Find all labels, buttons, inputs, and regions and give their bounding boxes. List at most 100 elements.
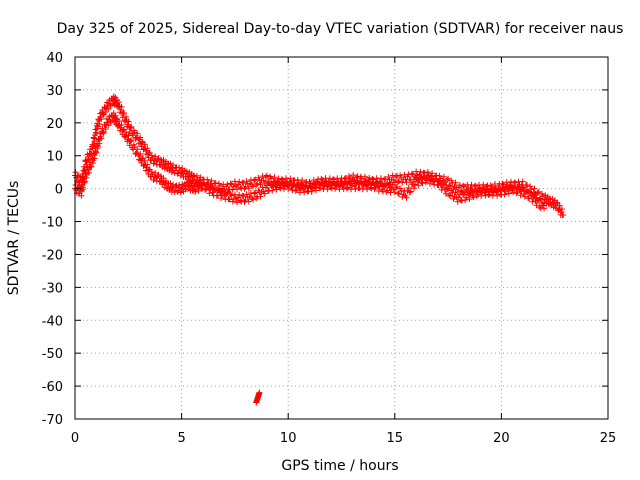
data-point	[236, 178, 243, 185]
data-point	[278, 179, 285, 186]
data-point	[301, 189, 308, 196]
data-point	[72, 169, 79, 176]
data-point	[237, 197, 244, 204]
data-point	[125, 118, 132, 125]
data-point	[267, 181, 274, 188]
data-point	[368, 185, 375, 192]
data-point	[283, 178, 290, 185]
data-point	[250, 183, 257, 190]
data-point	[127, 138, 134, 145]
data-point	[98, 116, 105, 123]
data-point	[141, 141, 148, 148]
data-point	[549, 195, 556, 202]
data-point	[324, 186, 331, 193]
data-point	[442, 190, 449, 197]
data-point	[533, 202, 540, 209]
data-point	[474, 191, 481, 198]
data-point	[531, 192, 538, 199]
data-point	[396, 178, 403, 185]
data-point	[227, 180, 234, 187]
data-point	[327, 184, 334, 191]
data-point	[406, 189, 413, 196]
data-point	[251, 190, 258, 197]
data-point	[413, 175, 420, 182]
data-point	[397, 185, 404, 192]
data-point	[102, 109, 109, 116]
data-point	[556, 202, 563, 209]
data-point	[256, 389, 263, 396]
data-point	[260, 177, 267, 184]
data-point	[121, 110, 128, 117]
data-point	[471, 188, 478, 195]
data-point	[468, 181, 475, 188]
data-point	[429, 173, 436, 180]
y-tick-label: 30	[46, 84, 63, 99]
data-point	[85, 169, 92, 176]
data-point	[100, 130, 107, 137]
data-point	[251, 177, 258, 184]
data-point	[410, 185, 417, 192]
data-point	[178, 169, 185, 176]
data-point	[352, 186, 359, 193]
data-point	[381, 176, 388, 183]
y-tick-label: -20	[42, 248, 63, 263]
x-axis-title: GPS time / hours	[281, 458, 398, 474]
data-point	[534, 189, 541, 196]
y-axis-title: SDTVAR / TECUs	[6, 181, 22, 296]
data-point	[134, 130, 141, 137]
data-point	[173, 182, 180, 189]
data-point	[243, 178, 250, 185]
data-point	[237, 184, 244, 191]
data-point	[535, 197, 542, 204]
data-point	[541, 205, 548, 212]
data-point	[312, 187, 319, 194]
data-point	[421, 173, 428, 180]
data-point	[190, 182, 197, 189]
y-tick-label: -30	[42, 281, 63, 296]
data-point	[285, 186, 292, 193]
data-point	[271, 179, 278, 186]
data-point	[513, 190, 520, 197]
data-point	[383, 188, 390, 195]
data-point	[446, 192, 453, 199]
data-point	[234, 199, 241, 206]
data-point	[198, 184, 205, 191]
data-point	[82, 157, 89, 164]
data-point	[331, 179, 338, 186]
data-point	[212, 179, 219, 186]
x-tick-label: 5	[177, 431, 185, 446]
data-point	[373, 179, 380, 186]
data-point	[167, 160, 174, 167]
data-point	[243, 191, 250, 198]
data-point	[326, 178, 333, 185]
data-point	[560, 211, 567, 218]
data-point	[234, 186, 241, 193]
data-point	[122, 129, 129, 136]
data-point	[399, 194, 406, 201]
data-point	[519, 178, 526, 185]
chart-title: Day 325 of 2025, Sidereal Day-to-day VTE…	[57, 21, 624, 37]
data-point	[115, 99, 122, 106]
data-point	[523, 188, 530, 195]
data-point	[460, 182, 467, 189]
data-point	[144, 161, 151, 168]
data-point	[480, 185, 487, 192]
data-point	[275, 178, 282, 185]
data-point	[177, 189, 184, 196]
data-point	[553, 199, 560, 206]
data-point	[482, 192, 489, 199]
data-point	[466, 196, 473, 203]
data-point	[408, 170, 415, 177]
data-point	[259, 173, 266, 180]
data-point	[523, 181, 530, 188]
data-point	[166, 185, 173, 192]
data-point	[341, 180, 348, 187]
data-point	[499, 185, 506, 192]
data-point	[125, 132, 132, 139]
data-point	[127, 125, 134, 132]
data-point	[174, 188, 181, 195]
data-point	[529, 198, 536, 205]
data-point	[279, 180, 286, 187]
data-point	[240, 193, 247, 200]
